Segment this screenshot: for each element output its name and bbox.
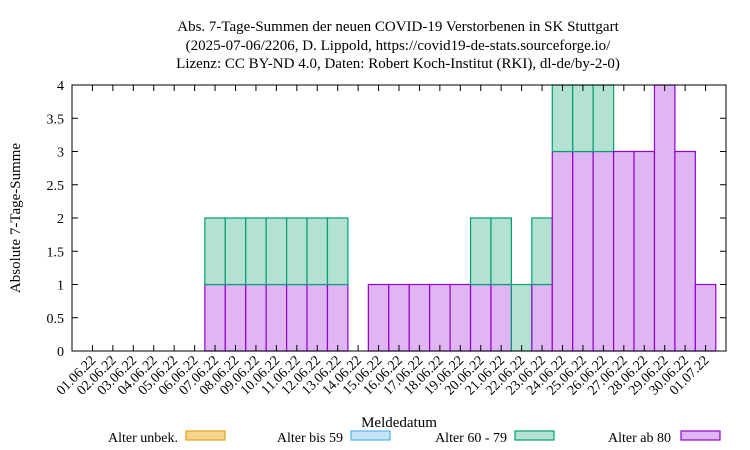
bar-alter-60-79-24.06.22 bbox=[551, 84, 574, 153]
bar-alter-ab-80-10.06.22 bbox=[265, 283, 288, 352]
bar-alter-ab-80-30.06.22 bbox=[674, 150, 696, 352]
bar-alter-60-79-20.06.22 bbox=[469, 217, 492, 286]
bar-alter-ab-80-19.06.22 bbox=[449, 283, 472, 352]
bar-alter-ab-80-18.06.22 bbox=[429, 283, 451, 352]
bar-alter-ab-80-17.06.22 bbox=[408, 283, 431, 352]
bar-alter-ab-80-21.06.22 bbox=[490, 283, 513, 352]
bar-alter-60-79-25.06.22 bbox=[572, 84, 594, 153]
y-tick-label: 2.5 bbox=[47, 179, 65, 194]
y-tick-label: 4 bbox=[57, 79, 64, 94]
bar-alter-60-79-08.06.22 bbox=[224, 217, 247, 286]
chart-title-line-2: (2025-07-06/2206, D. Lippold, https://co… bbox=[186, 38, 611, 54]
bar-alter-60-79-11.06.22 bbox=[285, 217, 308, 286]
bar-alter-ab-80-28.06.22 bbox=[633, 150, 656, 352]
chart-title: Abs. 7-Tage-Summen der neuen COVID-19 Ve… bbox=[176, 19, 620, 72]
bar-alter-60-79-13.06.22 bbox=[326, 217, 349, 286]
legend-label: Alter ab 80 bbox=[608, 431, 671, 446]
legend-swatch bbox=[680, 430, 721, 441]
bar-alter-ab-80-20.06.22 bbox=[469, 283, 492, 352]
y-tick-label: 1 bbox=[57, 279, 64, 294]
bar-alter-ab-80-01.07.22 bbox=[694, 283, 717, 352]
legend-label: Alter unbek. bbox=[108, 431, 178, 446]
bar-alter-60-79-09.06.22 bbox=[245, 217, 267, 286]
bar-alter-60-79-12.06.22 bbox=[306, 217, 329, 286]
y-tick-label: 3 bbox=[57, 146, 64, 161]
bar-alter-ab-80-08.06.22 bbox=[224, 283, 247, 352]
bar-alter-ab-80-23.06.22 bbox=[531, 283, 553, 352]
y-axis-label: Absolute 7-Tage-Summe bbox=[8, 143, 24, 294]
bar-alter-ab-80-24.06.22 bbox=[551, 150, 574, 352]
y-tick-label: 2 bbox=[57, 212, 64, 227]
y-axis: 0 0.5 1 1.5 2 2.5 3 3.5 4 bbox=[47, 79, 726, 360]
bar-alter-ab-80-27.06.22 bbox=[612, 150, 635, 352]
legend: Alter unbek. Alter bis 59 Alter 60 - 79 Alt… bbox=[108, 430, 721, 446]
bar-alter-ab-80-15.06.22 bbox=[367, 283, 390, 352]
bar-alter-ab-80-07.06.22 bbox=[204, 283, 226, 352]
chart-title-line-1: Abs. 7-Tage-Summen der neuen COVID-19 Ve… bbox=[177, 19, 619, 35]
legend-label: Alter bis 59 bbox=[277, 431, 343, 446]
bar-alter-ab-80-09.06.22 bbox=[245, 283, 267, 352]
bar-alter-60-79-21.06.22 bbox=[490, 217, 513, 286]
bars-layer bbox=[204, 84, 717, 352]
bar-alter-60-79-10.06.22 bbox=[265, 217, 288, 286]
legend-label: Alter 60 - 79 bbox=[435, 431, 507, 446]
bar-alter-ab-80-12.06.22 bbox=[306, 283, 329, 352]
bar-alter-60-79-22.06.22 bbox=[510, 283, 533, 352]
y-tick-label: 1.5 bbox=[47, 245, 65, 260]
bar-alter-ab-80-25.06.22 bbox=[572, 150, 594, 352]
legend-swatch bbox=[350, 430, 391, 441]
bar-alter-ab-80-16.06.22 bbox=[388, 283, 410, 352]
x-axis-label: Meldedatum bbox=[361, 415, 437, 431]
y-tick-label: 0.5 bbox=[47, 312, 65, 327]
y-tick-label: 0 bbox=[57, 345, 64, 360]
bar-alter-60-79-07.06.22 bbox=[204, 217, 226, 286]
bar-alter-60-79-23.06.22 bbox=[531, 217, 553, 286]
chart-title-line-3: Lizenz: CC BY-ND 4.0, Daten: Robert Koch… bbox=[176, 56, 620, 72]
bar-alter-ab-80-26.06.22 bbox=[592, 150, 615, 352]
bar-alter-60-79-26.06.22 bbox=[592, 84, 615, 153]
bar-alter-ab-80-13.06.22 bbox=[326, 283, 349, 352]
legend-swatch bbox=[514, 430, 555, 441]
y-tick-label: 3.5 bbox=[47, 112, 65, 127]
legend-swatch bbox=[185, 430, 226, 441]
bar-alter-ab-80-29.06.22 bbox=[653, 84, 676, 352]
bar-alter-ab-80-11.06.22 bbox=[285, 283, 308, 352]
